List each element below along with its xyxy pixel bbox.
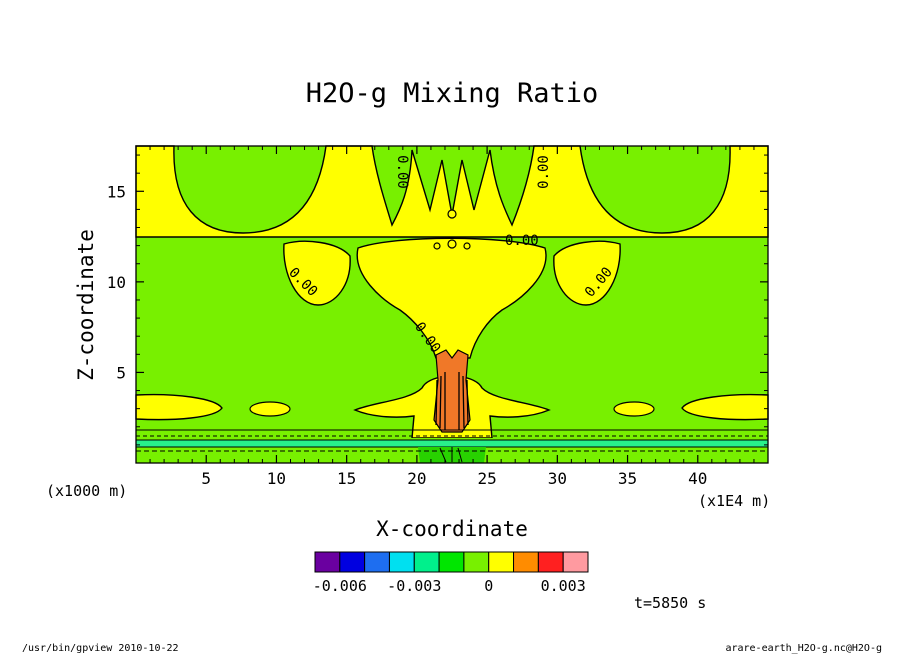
footer-left: /usr/bin/gpview 2010-10-22 (22, 643, 179, 654)
colorbar-tick-label: -0.006 (313, 577, 367, 595)
contour-label: 0.00 (505, 233, 539, 249)
lower-left-yellow-band (135, 393, 223, 421)
footer-right: arare-earth_H2O-g.nc@H2O-g (725, 643, 882, 654)
y-axis: 5 10 15 (107, 154, 768, 446)
colorbar-swatch (314, 551, 341, 573)
colorbar-swatch (388, 551, 415, 573)
colorbar-swatch (413, 551, 440, 573)
time-label: t=5850 s (634, 594, 706, 612)
core-contour-lines (435, 372, 469, 430)
colorbar-swatch (513, 551, 539, 573)
x-tick-label: 15 (337, 469, 356, 488)
contour-label: 0.00 (394, 155, 410, 189)
central-yellow-plume (356, 237, 547, 359)
x-tick-label: 40 (688, 469, 707, 488)
x-axis-label: X-coordinate (376, 517, 528, 541)
right-yellow-lobe (553, 240, 621, 306)
colorbar-tick-label: -0.003 (387, 577, 441, 595)
colorbar-swatch (488, 551, 515, 573)
colorbar-swatch (339, 551, 366, 573)
lower-right-yellow-band (681, 393, 769, 421)
y-axis-label: Z-coordinate (74, 229, 98, 381)
colorbar-swatch (463, 551, 490, 573)
colorbar-tick-label: 0.003 (541, 577, 586, 595)
y-tick-label: 10 (107, 273, 126, 292)
left-yellow-lobe (283, 240, 351, 306)
colorbar-labels: -0.006 -0.003 0 0.003 (313, 577, 586, 595)
colorbar-swatch (364, 551, 390, 573)
plot-area (135, 145, 769, 463)
colorbar (314, 551, 589, 573)
lower-aqua-strip (135, 439, 769, 448)
colorbar-tick-label: 0 (484, 577, 493, 595)
y-tick-label: 5 (116, 363, 126, 382)
x-tick-label: 10 (267, 469, 286, 488)
colorbar-swatch (537, 551, 564, 573)
chart-title: H2O-g Mixing Ratio (306, 78, 599, 109)
y-tick-label: 15 (107, 182, 126, 201)
colorbar-swatch (438, 551, 465, 573)
contour-label: 0.00 (536, 155, 552, 189)
x-tick-label: 25 (477, 469, 496, 488)
y-unit-label: (x1000 m) (46, 482, 127, 500)
x-tick-label: 20 (407, 469, 426, 488)
x-tick-label: 5 (201, 469, 211, 488)
lower-left-yellow-spot (249, 401, 291, 417)
lower-contour-lines (136, 429, 768, 463)
x-axis: 5 10 15 20 25 30 35 40 (149, 146, 755, 488)
plot-frame (135, 145, 769, 464)
orange-core (433, 349, 471, 433)
lower-right-yellow-spot (613, 401, 655, 417)
x-unit-label: (x1E4 m) (698, 492, 770, 510)
x-tick-label: 35 (618, 469, 637, 488)
colorbar-swatch (562, 551, 589, 573)
upper-contour-marks (433, 209, 471, 250)
upper-yellow-layer (135, 145, 769, 238)
x-tick-label: 30 (548, 469, 567, 488)
